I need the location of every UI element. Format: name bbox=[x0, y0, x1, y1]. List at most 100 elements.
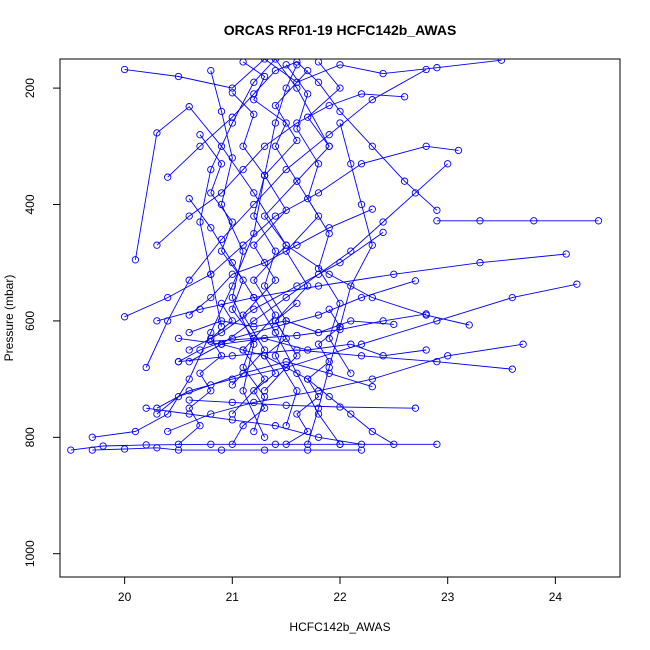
data-point bbox=[185, 311, 193, 319]
data-point bbox=[239, 346, 247, 354]
data-point bbox=[379, 218, 387, 226]
data-point bbox=[433, 317, 441, 325]
data-point bbox=[260, 446, 269, 454]
data-point bbox=[250, 212, 258, 220]
data-point bbox=[174, 446, 183, 454]
series-line-34 bbox=[146, 407, 362, 445]
series-line-13 bbox=[167, 61, 438, 211]
data-point bbox=[250, 96, 258, 104]
data-point bbox=[282, 61, 290, 69]
data-point bbox=[260, 433, 269, 441]
data-point bbox=[164, 173, 172, 181]
data-point bbox=[454, 146, 463, 155]
y-axis-label: Pressure (mbar) bbox=[2, 275, 16, 362]
data-point bbox=[260, 72, 269, 81]
data-point bbox=[174, 358, 183, 366]
data-point bbox=[304, 440, 312, 448]
data-point bbox=[99, 442, 107, 450]
data-point bbox=[368, 205, 376, 213]
data-point bbox=[368, 383, 376, 391]
series-line-36 bbox=[178, 303, 233, 445]
data-point bbox=[250, 90, 258, 98]
data-point bbox=[336, 299, 344, 308]
data-point bbox=[174, 440, 183, 448]
data-point bbox=[239, 142, 247, 150]
data-point bbox=[411, 277, 420, 285]
data-point bbox=[325, 229, 333, 238]
data-point bbox=[304, 346, 312, 354]
series-line-8 bbox=[167, 343, 524, 432]
data-point bbox=[304, 90, 312, 98]
data-point bbox=[293, 119, 301, 127]
data-point bbox=[314, 311, 323, 319]
data-point bbox=[153, 410, 161, 418]
data-point bbox=[228, 293, 236, 302]
y-tick-label: 1000 bbox=[23, 540, 37, 567]
data-point bbox=[250, 340, 258, 348]
data-point bbox=[379, 317, 387, 325]
data-point bbox=[271, 352, 280, 360]
data-point bbox=[293, 331, 301, 340]
data-point bbox=[368, 375, 376, 383]
data-point bbox=[207, 440, 215, 448]
data-point bbox=[390, 440, 398, 448]
data-point bbox=[207, 293, 215, 302]
data-point bbox=[433, 206, 441, 214]
data-point bbox=[228, 282, 236, 290]
series-line-20 bbox=[178, 280, 416, 363]
x-tick-label: 23 bbox=[441, 590, 455, 604]
data-point bbox=[271, 422, 280, 430]
data-point bbox=[282, 317, 290, 325]
data-point bbox=[260, 387, 269, 395]
data-point bbox=[228, 440, 236, 448]
x-axis-label: HCFC142b_AWAS bbox=[289, 620, 390, 634]
data-point bbox=[250, 387, 258, 395]
data-point bbox=[293, 241, 301, 249]
data-point bbox=[314, 410, 323, 418]
x-tick-label: 20 bbox=[118, 590, 132, 604]
data-point bbox=[314, 212, 323, 220]
data-point bbox=[260, 346, 269, 354]
data-point bbox=[282, 363, 290, 372]
data-point bbox=[67, 446, 75, 454]
data-point bbox=[293, 84, 301, 92]
data-point bbox=[131, 256, 140, 264]
series-line-14 bbox=[156, 93, 405, 246]
series-line-32 bbox=[199, 134, 266, 432]
data-point bbox=[304, 446, 312, 454]
data-point bbox=[88, 433, 96, 441]
data-point bbox=[357, 352, 366, 360]
data-point bbox=[260, 392, 269, 401]
y-tick-label: 600 bbox=[23, 311, 37, 331]
data-point bbox=[271, 440, 280, 448]
data-point bbox=[347, 317, 355, 325]
data-point bbox=[519, 340, 527, 348]
data-point bbox=[228, 416, 236, 424]
data-point bbox=[207, 270, 215, 278]
data-point bbox=[325, 305, 333, 313]
data-point bbox=[217, 446, 226, 454]
data-point bbox=[304, 282, 312, 290]
data-point bbox=[228, 218, 236, 226]
data-point bbox=[260, 171, 269, 180]
series-line-35 bbox=[285, 309, 341, 445]
data-point bbox=[185, 103, 193, 111]
data-point bbox=[293, 410, 301, 418]
data-point bbox=[400, 177, 409, 185]
data-point bbox=[239, 59, 247, 66]
data-point bbox=[228, 119, 236, 127]
series-line-1 bbox=[92, 447, 362, 451]
data-point bbox=[174, 334, 183, 343]
data-point bbox=[314, 270, 323, 278]
data-point bbox=[465, 321, 473, 329]
data-point bbox=[250, 293, 258, 302]
data-point bbox=[217, 142, 226, 150]
data-point bbox=[314, 340, 323, 348]
data-point bbox=[239, 276, 247, 284]
data-point bbox=[239, 311, 247, 319]
data-point bbox=[250, 317, 258, 325]
data-point bbox=[153, 241, 161, 249]
data-point bbox=[239, 363, 247, 372]
data-point bbox=[336, 323, 344, 331]
